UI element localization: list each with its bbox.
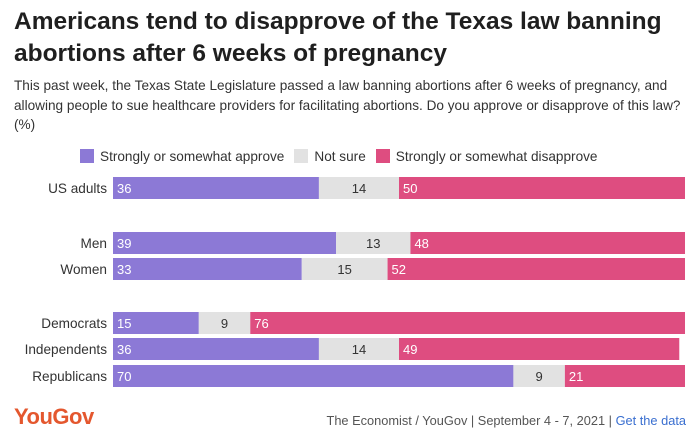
bar-women-not-sure	[301, 258, 388, 280]
data-label-independents-strongly-or-somewhat-disapprove: 49	[403, 342, 417, 357]
bar-women-strongly-or-somewhat-disapprove	[387, 258, 685, 280]
data-label-us-adults-not-sure: 14	[352, 181, 366, 196]
data-label-men-not-sure: 13	[366, 236, 380, 251]
data-label-democrats-strongly-or-somewhat-disapprove: 76	[254, 316, 268, 331]
data-label-republicans-strongly-or-somewhat-approve: 70	[117, 369, 131, 384]
bar-republicans-strongly-or-somewhat-approve	[113, 365, 514, 387]
bar-men-not-sure	[336, 232, 411, 254]
data-label-republicans-not-sure: 9	[536, 369, 543, 384]
bar-men-strongly-or-somewhat-approve	[113, 232, 337, 254]
chart-title: Americans tend to disapprove of the Texa…	[14, 8, 662, 67]
data-label-republicans-strongly-or-somewhat-disapprove: 21	[569, 369, 583, 384]
bar-us-adults-strongly-or-somewhat-disapprove	[399, 177, 685, 199]
legend-swatch-approve	[80, 149, 94, 163]
data-label-women-strongly-or-somewhat-disapprove: 52	[392, 262, 406, 277]
category-label-us-adults: US adults	[48, 181, 107, 196]
stacked-bar-chart: US adults 36 14 50 Men 39 13 48 Women 33 15 52 Democ…	[25, 177, 685, 387]
legend-label-disapprove: Strongly or somewhat disapprove	[395, 148, 598, 164]
bar-women-strongly-or-somewhat-approve	[113, 258, 302, 280]
data-label-women-strongly-or-somewhat-approve: 33	[117, 262, 131, 277]
bar-democrats-strongly-or-somewhat-approve	[113, 312, 199, 334]
bar-independents-strongly-or-somewhat-disapprove	[399, 338, 680, 360]
data-label-us-adults-strongly-or-somewhat-approve: 36	[117, 181, 131, 196]
category-label-women: Women	[60, 262, 107, 277]
bar-men-strongly-or-somewhat-disapprove	[410, 232, 685, 254]
category-label-men: Men	[81, 236, 107, 251]
legend-item-not-sure: Not sure	[294, 148, 366, 164]
bar-us-adults-strongly-or-somewhat-approve	[113, 177, 319, 199]
bar-democrats-strongly-or-somewhat-disapprove	[250, 312, 685, 334]
legend-swatch-not-sure	[294, 149, 309, 163]
bar-independents-strongly-or-somewhat-approve	[113, 338, 319, 360]
chart-subtitle: This past week, the Texas State Legislat…	[14, 78, 681, 132]
data-label-men-strongly-or-somewhat-approve: 39	[117, 236, 131, 251]
source-text: The Economist / YouGov | September 4 - 7…	[326, 413, 613, 428]
legend-swatch-disapprove	[375, 149, 390, 163]
bar-democrats-not-sure	[198, 312, 251, 334]
category-label-republicans: Republicans	[32, 369, 107, 384]
yougov-logo: YouGov	[14, 404, 94, 429]
bar-independents-not-sure	[318, 338, 399, 360]
bar-us-adults-not-sure	[318, 177, 399, 199]
data-label-democrats-strongly-or-somewhat-approve: 15	[117, 316, 131, 331]
data-label-independents-not-sure: 14	[352, 342, 366, 357]
category-label-independents: Independents	[25, 342, 108, 357]
data-label-women-not-sure: 15	[337, 262, 351, 277]
legend-label-approve: Strongly or somewhat approve	[100, 148, 285, 164]
legend-item-approve: Strongly or somewhat approve	[80, 149, 284, 164]
bar-republicans-strongly-or-somewhat-disapprove	[564, 365, 685, 387]
legend-item-disapprove: Strongly or somewhat disapprove	[375, 148, 598, 164]
data-label-democrats-not-sure: 9	[221, 316, 228, 331]
legend-label-not-sure: Not sure	[314, 148, 366, 164]
footer-source: The Economist / YouGov | September 4 - 7…	[327, 413, 687, 428]
category-label-democrats: Democrats	[41, 316, 107, 331]
legend: Strongly or somewhat approve Not sure St…	[80, 147, 608, 165]
get-the-data-link[interactable]: Get the data	[615, 413, 686, 428]
data-label-us-adults-strongly-or-somewhat-disapprove: 50	[403, 181, 417, 196]
bar-republicans-not-sure	[513, 365, 565, 387]
data-label-men-strongly-or-somewhat-disapprove: 48	[414, 236, 428, 251]
data-label-independents-strongly-or-somewhat-approve: 36	[117, 342, 131, 357]
